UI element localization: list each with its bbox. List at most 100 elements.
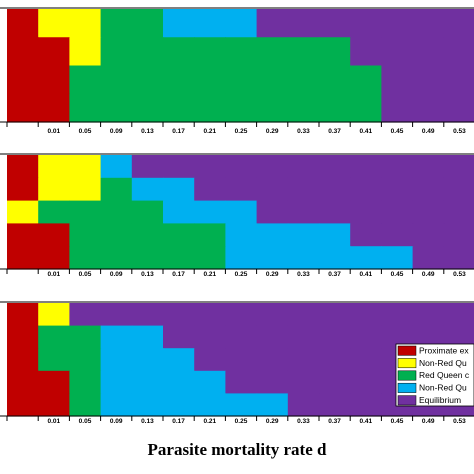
panel-3-cell	[131, 325, 164, 349]
panel-3-cell	[163, 348, 195, 372]
panel-1-tick-label: 0.53	[453, 128, 466, 135]
panel-2-cell	[412, 177, 445, 202]
panel-3-tick-label: 0.13	[141, 418, 154, 425]
panel-3-cell	[287, 393, 320, 417]
panel-2-cell	[412, 246, 445, 270]
panel-2-cell	[100, 177, 133, 202]
panel-3-cell	[38, 393, 70, 417]
panel-3-cell	[38, 325, 70, 349]
panel-3-cell	[7, 348, 39, 372]
panel-2-tick-label: 0.41	[359, 271, 372, 278]
panel-1-tick-label: 0.45	[391, 128, 404, 135]
panel-1-cell	[69, 37, 102, 67]
panel-3-cell	[7, 370, 39, 394]
panel-2-cell	[443, 246, 474, 270]
panel-2-cell	[381, 200, 414, 224]
panel-2-cell	[256, 200, 289, 224]
panel-3-cell	[225, 393, 258, 417]
panel-1-cell	[412, 93, 445, 123]
panel-1-cell	[194, 65, 226, 95]
panel-3-cell	[443, 325, 474, 349]
panel-1-tick-label: 0.21	[203, 128, 216, 135]
panel-2-cell	[443, 177, 474, 202]
panel-3-tick-label: 0.45	[391, 418, 404, 425]
panel-2-cell	[412, 155, 445, 179]
panel-2-tick-label: 0.25	[235, 271, 248, 278]
panel-3-tick-label: 0.41	[359, 418, 372, 425]
panel-1-cell	[38, 9, 70, 38]
panel-3-cell	[100, 370, 133, 394]
panel-3-cell	[7, 325, 39, 349]
legend-label: Proximate ex	[419, 345, 469, 355]
panel-2-cell	[194, 155, 226, 179]
panel-3-cell	[256, 348, 289, 372]
panel-3-cell	[163, 325, 195, 349]
panel-1-cell	[350, 93, 382, 123]
panel-3-tick-label: 0.05	[79, 418, 92, 425]
panel-1-cell	[381, 93, 414, 123]
panel-1-tick-label: 0.01	[47, 128, 60, 135]
legend-label: Red Queen c	[419, 370, 470, 380]
panel-2-cell	[38, 200, 70, 224]
panel-1-cell	[225, 93, 258, 123]
panel-2-cell	[163, 200, 195, 224]
panel-1-cell	[443, 93, 474, 123]
panel-1-cell	[256, 65, 289, 95]
panel-1-cell	[7, 37, 39, 67]
panel-2-cell	[38, 177, 70, 202]
panel-2-tick-label: 0.53	[453, 271, 466, 278]
panel-3-cell	[194, 393, 226, 417]
panel-3-cell	[69, 370, 102, 394]
panel-1-cell	[443, 37, 474, 67]
panel-1-cell	[7, 93, 39, 123]
panel-3-cell	[381, 325, 414, 349]
panel-1-cell	[194, 37, 226, 67]
panel-2-tick-label: 0.17	[172, 271, 185, 278]
panel-2-cell	[131, 223, 164, 247]
panel-3-cell	[69, 348, 102, 372]
legend-swatch	[397, 358, 417, 369]
panel-2-cell	[69, 223, 102, 247]
panel-2-cell	[412, 200, 445, 224]
panel-2-cell	[194, 246, 226, 270]
panel-3-cell	[131, 393, 164, 417]
panel-3-cell	[69, 393, 102, 417]
panel-2-cell	[381, 246, 414, 270]
panel-1-cell	[163, 93, 195, 123]
panel-1-cell	[287, 65, 320, 95]
panel-3-cell	[350, 393, 382, 417]
panel-2-tick-label: 0.13	[141, 271, 154, 278]
panel-1-cell	[225, 9, 258, 38]
panel-1-cell	[319, 93, 351, 123]
panel-2-cell	[225, 246, 258, 270]
x-axis-title-text: Parasite mortality rate d	[147, 440, 327, 459]
panel-3-cell	[319, 303, 351, 327]
panel-1-cell	[412, 9, 445, 38]
panel-1-cell	[163, 65, 195, 95]
legend-swatch	[397, 370, 417, 381]
panel-1-cell	[163, 37, 195, 67]
panel-3-cell	[350, 370, 382, 394]
panel-3-cell	[38, 348, 70, 372]
panel-1-cell	[225, 65, 258, 95]
panel-1-cell	[319, 37, 351, 67]
panel-3-cell	[163, 303, 195, 327]
panel-3-cell	[194, 303, 226, 327]
panel-3-tick-label: 0.37	[328, 418, 341, 425]
panel-2-cell	[38, 246, 70, 270]
panel-3-cell	[412, 325, 445, 349]
panel-2-cell	[7, 177, 39, 202]
panel-2-cell	[287, 177, 320, 202]
panel-3-cell	[350, 325, 382, 349]
panel-2-cell	[69, 246, 102, 270]
panel-1-tick-label: 0.29	[266, 128, 279, 135]
panel-3-tick-label: 0.09	[110, 418, 123, 425]
panel-1-cell	[319, 65, 351, 95]
panel-2-tick-label: 0.29	[266, 271, 279, 278]
panel-1-cell	[100, 93, 133, 123]
panel-2-cell	[7, 200, 39, 224]
panel-1-cell	[38, 37, 70, 67]
panel-3-cell	[131, 370, 164, 394]
panel-3-cell	[225, 325, 258, 349]
panel-2-cell	[256, 177, 289, 202]
